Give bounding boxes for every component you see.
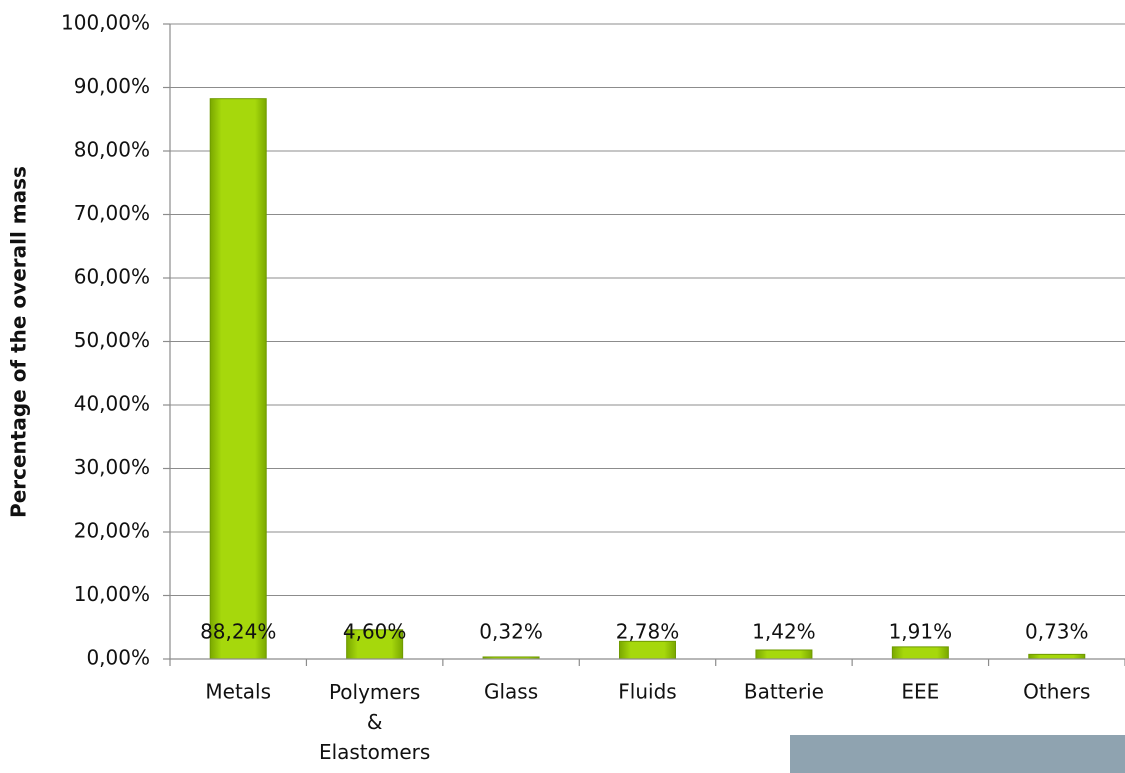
y-tick-label: 50,00% — [74, 328, 150, 352]
value-label: 1,91% — [889, 620, 953, 644]
x-tick-label: Others — [1023, 680, 1090, 704]
value-label: 0,73% — [1025, 620, 1089, 644]
bar — [1028, 653, 1086, 660]
y-tick-label: 40,00% — [74, 392, 150, 416]
x-tick-label: Polymers & Elastomers — [319, 680, 430, 764]
value-label: 2,78% — [616, 620, 680, 644]
background-image-fragment — [790, 735, 1125, 773]
y-tick-label: 20,00% — [74, 519, 150, 543]
y-axis-title: Percentage of the overall mass — [7, 166, 31, 518]
y-tick-label: 80,00% — [74, 138, 150, 162]
x-tick-label: Fluids — [618, 680, 676, 704]
y-tick-label: 30,00% — [74, 455, 150, 479]
bar — [891, 646, 949, 660]
x-tick-label: EEE — [901, 680, 939, 704]
x-tick-label: Glass — [484, 680, 538, 704]
bar — [346, 629, 404, 660]
y-tick-label: 100,00% — [61, 11, 150, 35]
bar — [209, 98, 267, 660]
y-tick-label: 60,00% — [74, 265, 150, 289]
y-tick-label: 10,00% — [74, 582, 150, 606]
value-label: 4,60% — [343, 620, 407, 644]
bar — [619, 640, 676, 660]
y-tick-label: 90,00% — [74, 74, 150, 98]
x-tick-label: Metals — [205, 680, 271, 704]
y-tick-label: 0,00% — [86, 646, 150, 670]
value-label: 0,32% — [479, 620, 543, 644]
value-label: 88,24% — [200, 620, 276, 644]
value-label: 1,42% — [752, 620, 816, 644]
bar — [755, 649, 813, 660]
y-tick-label: 70,00% — [74, 201, 150, 225]
x-tick-label: Batterie — [744, 680, 824, 704]
